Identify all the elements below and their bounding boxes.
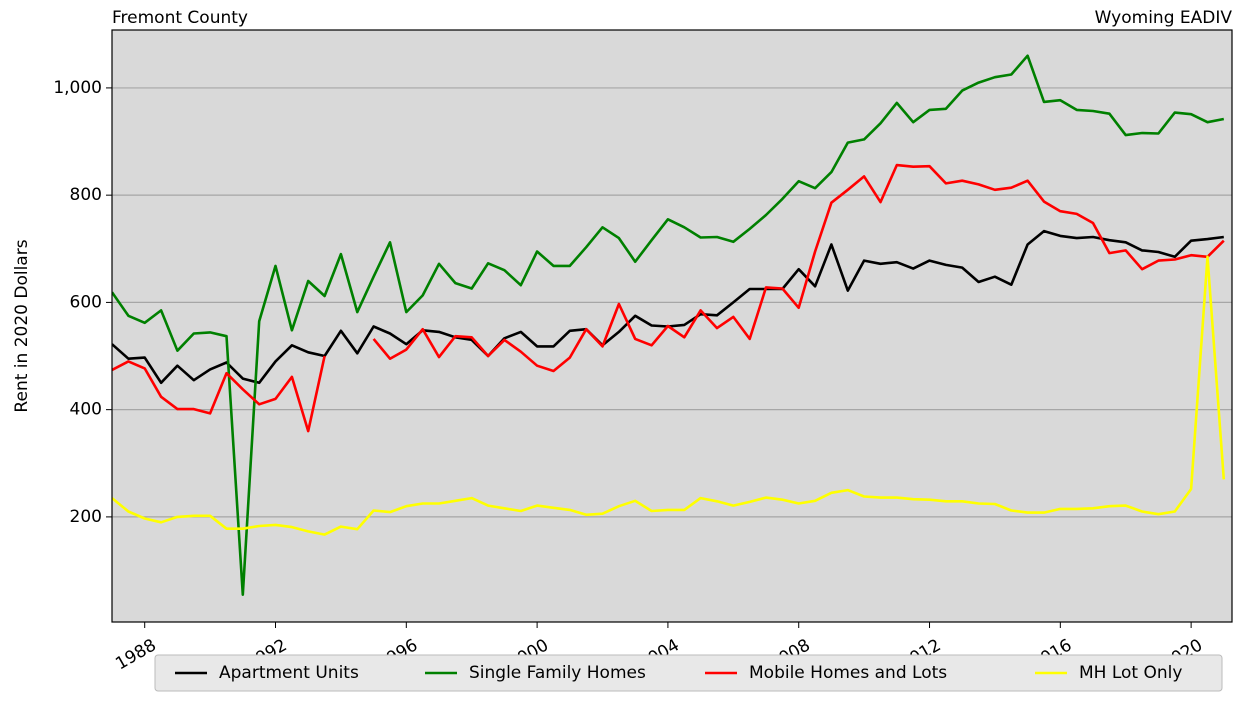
series-line xyxy=(112,163,1225,433)
chart-title: Fremont County xyxy=(112,8,248,28)
legend-label: Apartment Units xyxy=(219,663,359,683)
y-tick-label: 1,000 xyxy=(53,78,102,98)
chart-subtitle: Wyoming EADIV xyxy=(1095,8,1233,28)
y-tick-label: 800 xyxy=(70,185,102,205)
legend-box xyxy=(154,654,1223,692)
series-line xyxy=(112,54,1225,596)
y-axis-label: Rent in 2020 Dollars xyxy=(12,239,32,412)
plot-frame xyxy=(111,29,1233,623)
y-tick-label: 200 xyxy=(70,507,102,527)
y-tick-label: 400 xyxy=(70,400,102,420)
series-line xyxy=(112,255,1226,536)
legend-label: MH Lot Only xyxy=(1079,663,1182,683)
legend-label: Single Family Homes xyxy=(469,663,646,683)
x-tick-label: 1988 xyxy=(112,635,159,674)
legend-label: Mobile Homes and Lots xyxy=(749,663,947,683)
y-tick-label: 600 xyxy=(70,292,102,312)
